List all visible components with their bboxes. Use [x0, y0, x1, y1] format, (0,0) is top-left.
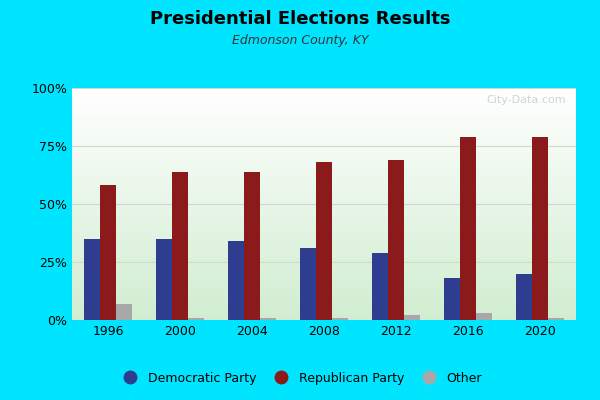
Bar [188, 318, 204, 320]
Bar [116, 304, 132, 320]
Bar [156, 239, 172, 320]
Bar [244, 172, 260, 320]
Bar [476, 313, 492, 320]
Bar [460, 137, 476, 320]
Legend: Democratic Party, Republican Party, Other: Democratic Party, Republican Party, Othe… [113, 367, 487, 390]
Text: Edmonson County, KY: Edmonson County, KY [232, 34, 368, 47]
Bar [316, 162, 332, 320]
Text: Presidential Elections Results: Presidential Elections Results [150, 10, 450, 28]
Bar [444, 278, 460, 320]
Bar [404, 315, 420, 320]
Bar [548, 318, 564, 320]
Bar [260, 318, 276, 320]
Bar [172, 172, 188, 320]
Bar [228, 241, 244, 320]
Bar [516, 274, 532, 320]
Bar [84, 239, 100, 320]
Bar [532, 137, 548, 320]
Text: City-Data.com: City-Data.com [486, 95, 566, 105]
Bar [332, 318, 348, 320]
Bar [100, 186, 116, 320]
Bar [300, 248, 316, 320]
Bar [388, 160, 404, 320]
Bar [372, 253, 388, 320]
